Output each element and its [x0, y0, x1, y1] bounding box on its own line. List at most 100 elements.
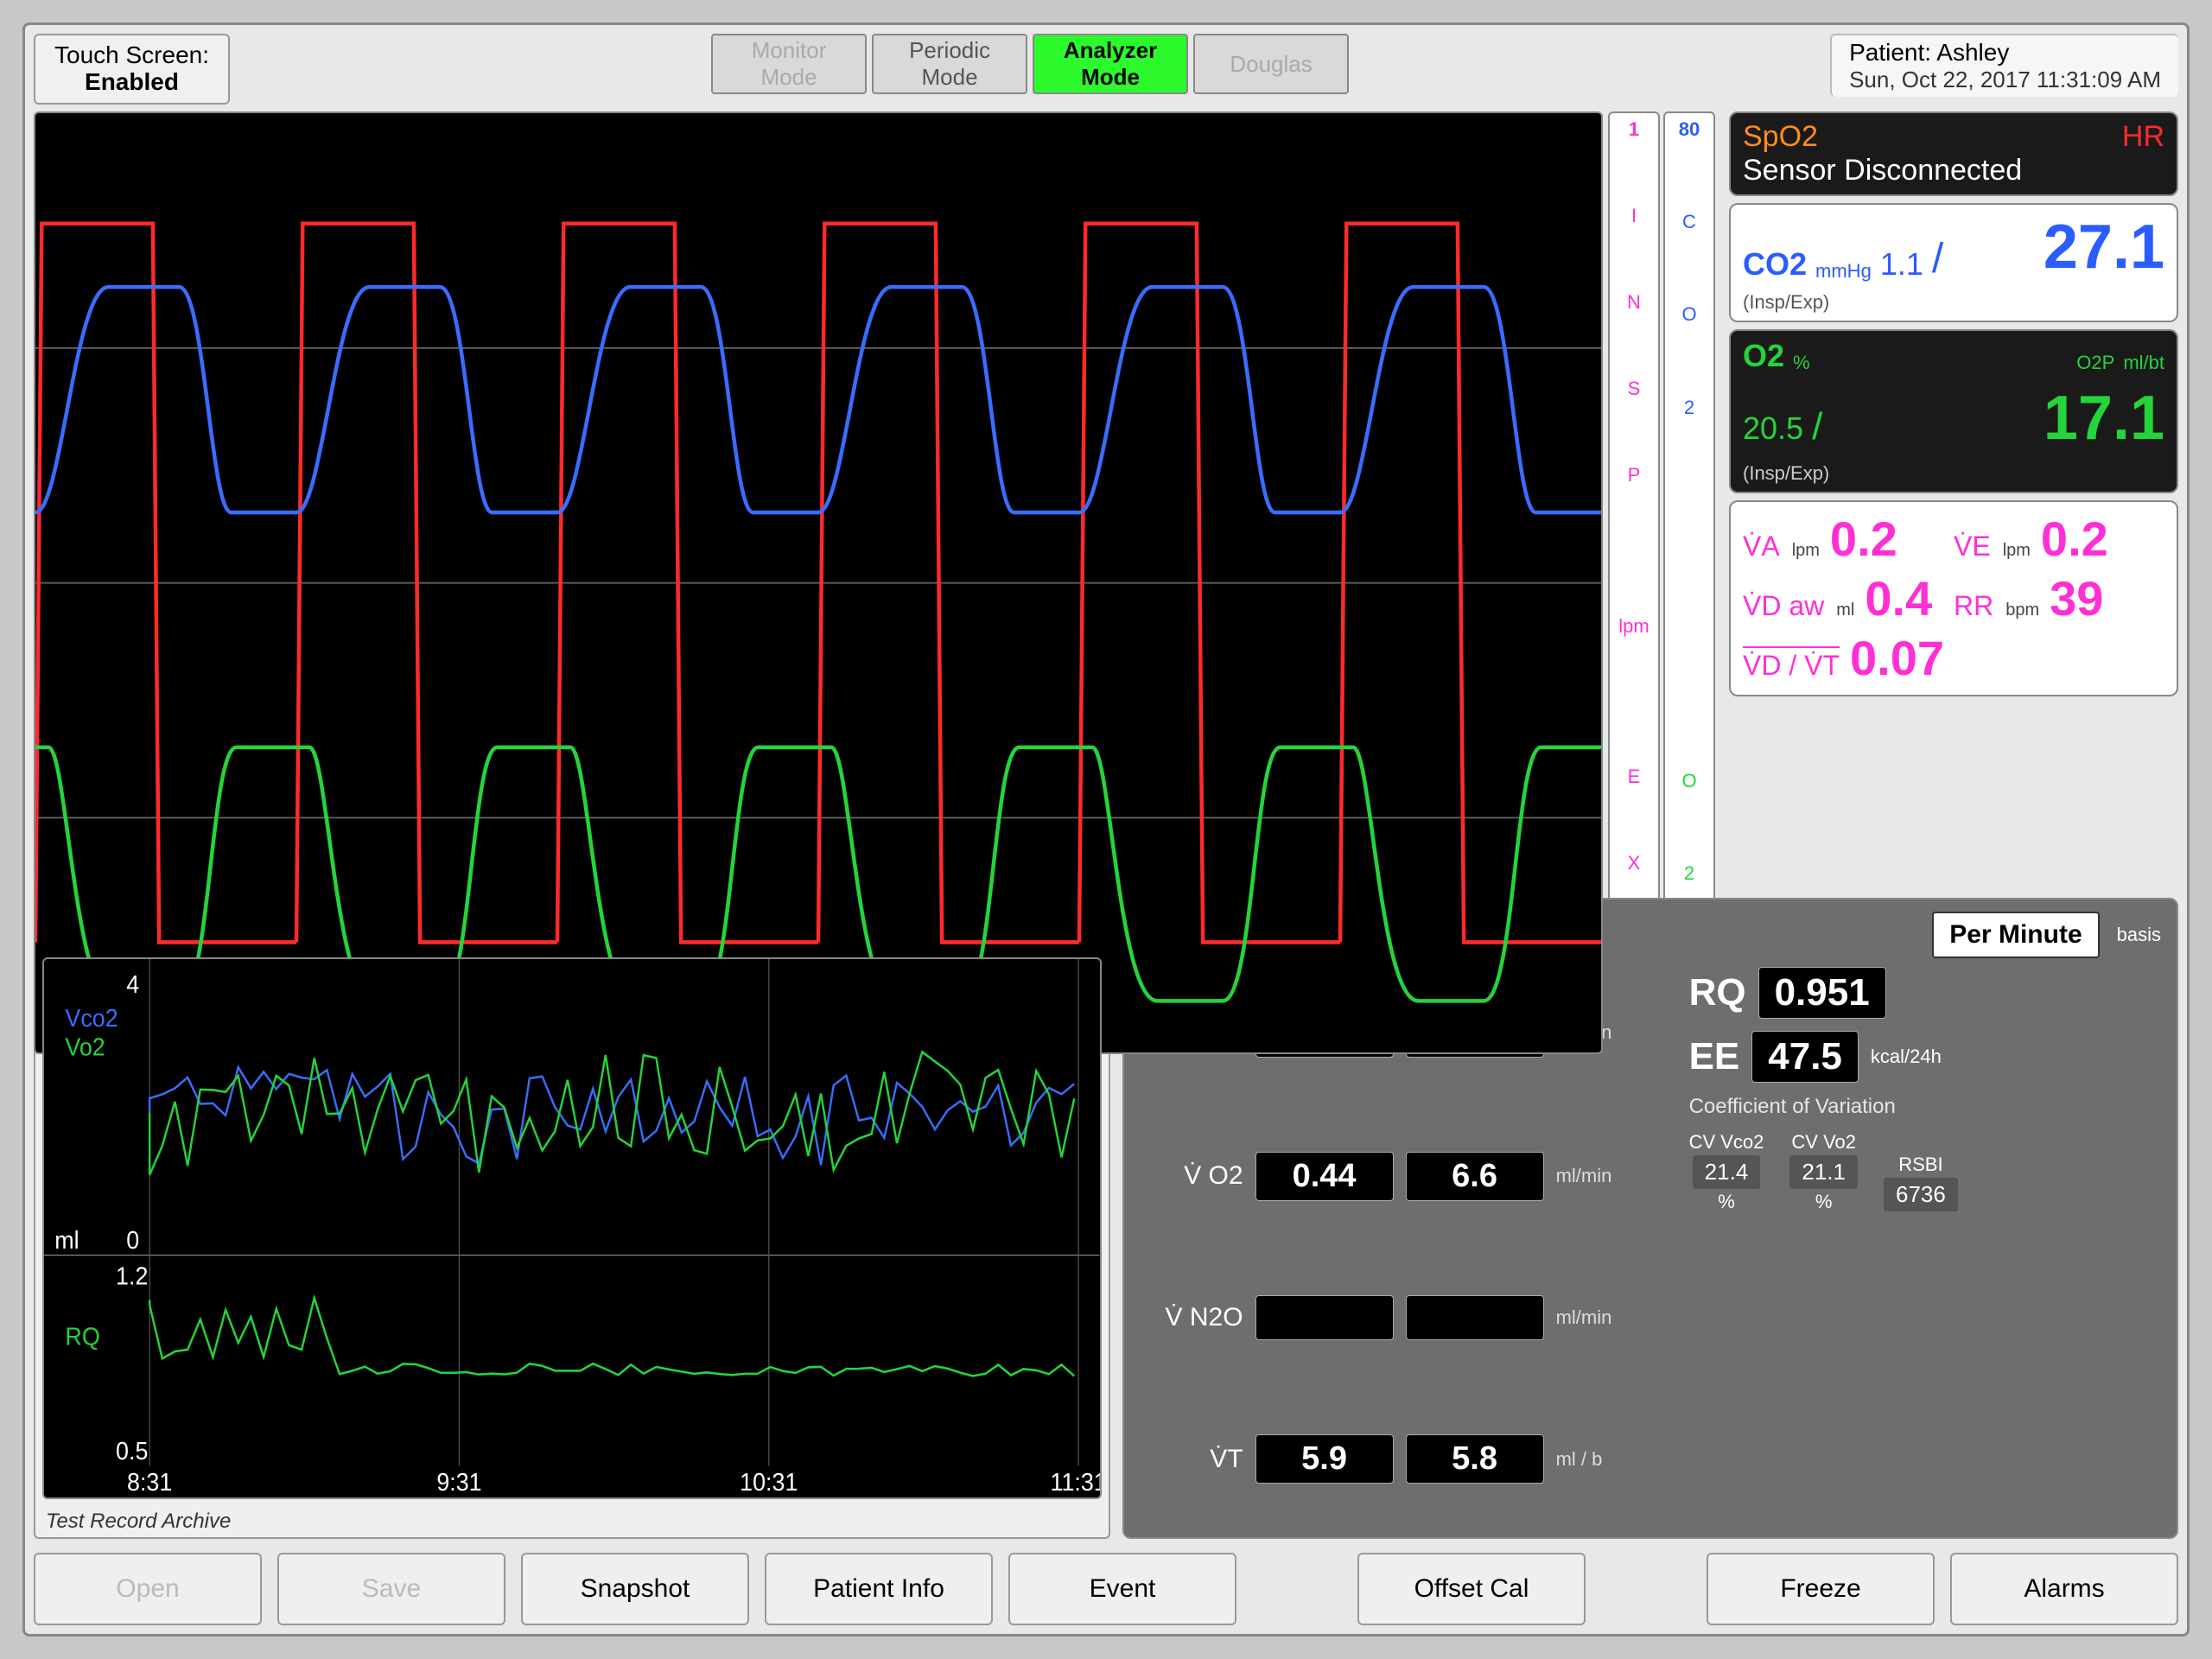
- patient-name: Ashley: [1936, 39, 2009, 66]
- event-button[interactable]: Event: [1008, 1553, 1236, 1625]
- cov-cell: CV Vco221.4%: [1689, 1131, 1764, 1213]
- rr-unit: bpm: [2005, 601, 2039, 620]
- waveform-plot[interactable]: [34, 111, 1603, 1054]
- svg-text:4: 4: [126, 970, 139, 998]
- metab-unit: ml / b: [1556, 1448, 1660, 1471]
- mode-analyzer[interactable]: AnalyzerMode: [1033, 34, 1188, 94]
- mode-periodic[interactable]: PeriodicMode: [872, 34, 1027, 94]
- svg-text:ml: ml: [54, 1226, 79, 1254]
- co2-unit: mmHg: [1815, 260, 1872, 283]
- archive-label: Test Record Archive: [35, 1506, 1109, 1537]
- vdvt-val: 0.07: [1850, 630, 1944, 686]
- vdaw-val: 0.4: [1865, 570, 1932, 626]
- datetime: Sun, Oct 22, 2017 11:31:09 AM: [1849, 67, 2161, 93]
- hr-label: HR: [2122, 120, 2164, 154]
- touchscreen-line2: Enabled: [54, 69, 209, 96]
- freeze-button[interactable]: Freeze: [1707, 1553, 1935, 1625]
- o2-exp: 17.1: [2044, 383, 2164, 454]
- waveform-area: 1INSPlpmEXP-1 80CO2O211 Neonate Sensor O…: [34, 111, 1720, 889]
- touchscreen-toggle[interactable]: Touch Screen: Enabled: [34, 34, 230, 105]
- bottom-button-bar: OpenSaveSnapshotPatient InfoEvent Offset …: [34, 1553, 2178, 1625]
- ee-label: EE: [1689, 1035, 1740, 1078]
- metab-exp: 6.6: [1406, 1152, 1544, 1201]
- metab-exp: 5.8: [1406, 1434, 1544, 1484]
- cov-cell: CV Vo221.1%: [1789, 1131, 1858, 1213]
- rq-label: RQ: [1689, 971, 1746, 1014]
- vent-box: V̇A lpm 0.2 V̇E lpm 0.2 V̇D aw ml 0.4 RR…: [1729, 500, 2178, 696]
- cov-cell: RSBI6736: [1884, 1154, 1958, 1213]
- o2-ie: (Insp/Exp): [1743, 462, 2164, 485]
- metab-insp: 0.44: [1255, 1152, 1394, 1201]
- cov-title: Coefficient of Variation: [1689, 1095, 1958, 1119]
- patient-label: Patient:: [1849, 39, 1931, 66]
- open-button: Open: [34, 1553, 262, 1625]
- rr-sym: RR: [1954, 590, 1993, 622]
- trends-panel: LoopsTRENDSSBAEE / RQDOUGLASSETUPSERVICE…: [34, 898, 1110, 1539]
- co2-label: CO2: [1743, 246, 1807, 283]
- mode-bar: MonitorModePeriodicModeAnalyzerModeDougl…: [711, 34, 1349, 94]
- rq-value: 0.951: [1758, 967, 1886, 1019]
- trend-plot[interactable]: 8:31 9:31 10:31 11:31 4 0 ml 1.2 0.5 Vco2Vo2 RQ: [42, 957, 1102, 1499]
- svg-text:10:31: 10:31: [740, 1468, 798, 1496]
- svg-text:Vco2: Vco2: [65, 1004, 118, 1032]
- ee-value: 47.5: [1751, 1031, 1859, 1083]
- metab-label: V̇T: [1140, 1445, 1243, 1474]
- va-unit: lpm: [1792, 541, 1820, 561]
- co2-sep: /: [1932, 235, 1943, 283]
- metab-label: V̇ N2O: [1140, 1303, 1243, 1332]
- spo2-status: Sensor Disconnected: [1743, 154, 2164, 188]
- svg-text:8:31: 8:31: [127, 1468, 172, 1496]
- patient-info-button[interactable]: Patient Info: [765, 1553, 993, 1625]
- o2-unit-pct: %: [1793, 352, 1810, 374]
- co2-insp: 1.1: [1880, 246, 1923, 283]
- svg-text:Vo2: Vo2: [65, 1033, 105, 1061]
- svg-text:0: 0: [126, 1226, 139, 1254]
- svg-text:9:31: 9:31: [436, 1468, 481, 1496]
- ve-unit: lpm: [2003, 541, 2031, 561]
- metab-label: V̇ O2: [1140, 1161, 1243, 1191]
- metab-insp: [1255, 1295, 1394, 1340]
- alarms-button[interactable]: Alarms: [1950, 1553, 2178, 1625]
- vdvt-sym: V̇D / V̇T: [1743, 646, 1840, 682]
- monitor-screen: Touch Screen: Enabled MonitorModePeriodi…: [22, 22, 2190, 1637]
- vdaw-unit: ml: [1836, 601, 1854, 620]
- per-minute-button[interactable]: Per Minute: [1932, 912, 2099, 958]
- basis-label: basis: [2117, 924, 2161, 946]
- o2p-label: O2P: [2076, 352, 2114, 374]
- svg-text:RQ: RQ: [65, 1323, 99, 1351]
- mode-douglas[interactable]: Douglas: [1193, 34, 1349, 94]
- svg-text:0.5: 0.5: [116, 1437, 148, 1465]
- va-val: 0.2: [1830, 511, 1897, 567]
- co2-box: CO2 mmHg 1.1 / 27.1 (Insp/Exp): [1729, 203, 2178, 322]
- main-row: 1INSPlpmEXP-1 80CO2O211 Neonate Sensor O…: [34, 111, 2178, 889]
- o2-sep: /: [1812, 405, 1822, 448]
- metab-insp: 5.9: [1255, 1434, 1394, 1484]
- ve-val: 0.2: [2041, 511, 2108, 567]
- ee-unit: kcal/24h: [1871, 1046, 1942, 1068]
- co2-ie: (Insp/Exp): [1743, 291, 2164, 314]
- metab-unit: ml/min: [1556, 1165, 1660, 1187]
- header-bar: Touch Screen: Enabled MonitorModePeriodi…: [34, 34, 2178, 103]
- mode-monitor[interactable]: MonitorMode: [711, 34, 867, 94]
- offset-cal-button[interactable]: Offset Cal: [1357, 1553, 1586, 1625]
- patient-info: Patient: Ashley Sun, Oct 22, 2017 11:31:…: [1830, 34, 2178, 97]
- o2-insp: 20.5: [1743, 410, 1803, 447]
- o2-unit-mlbt: ml/bt: [2123, 352, 2164, 374]
- rr-val: 39: [2050, 570, 2103, 626]
- touchscreen-line1: Touch Screen:: [54, 41, 209, 68]
- snapshot-button[interactable]: Snapshot: [521, 1553, 749, 1625]
- vitals-column: SpO2 HR Sensor Disconnected CO2 mmHg 1.1…: [1729, 111, 2178, 889]
- svg-text:11:31: 11:31: [1051, 1468, 1100, 1496]
- cov-row: CV Vco221.4% CV Vo221.1% RSBI6736: [1689, 1131, 1958, 1213]
- ve-sym: V̇E: [1954, 531, 1991, 563]
- o2-box: O2 % O2P ml/bt 20.5 / 17.1 (Insp/Exp): [1729, 329, 2178, 493]
- vdaw-sym: V̇D aw: [1743, 590, 1824, 622]
- metab-unit: ml/min: [1556, 1306, 1660, 1329]
- rq-ee-block: RQ 0.951 EE 47.5 kcal/24h Coefficient of…: [1689, 967, 1958, 1525]
- o2-label: O2: [1743, 338, 1784, 374]
- metab-exp: [1406, 1295, 1544, 1340]
- va-sym: V̇A: [1743, 531, 1780, 563]
- co2-exp: 27.1: [2044, 212, 2164, 283]
- save-button: Save: [277, 1553, 505, 1625]
- svg-text:1.2: 1.2: [116, 1262, 148, 1290]
